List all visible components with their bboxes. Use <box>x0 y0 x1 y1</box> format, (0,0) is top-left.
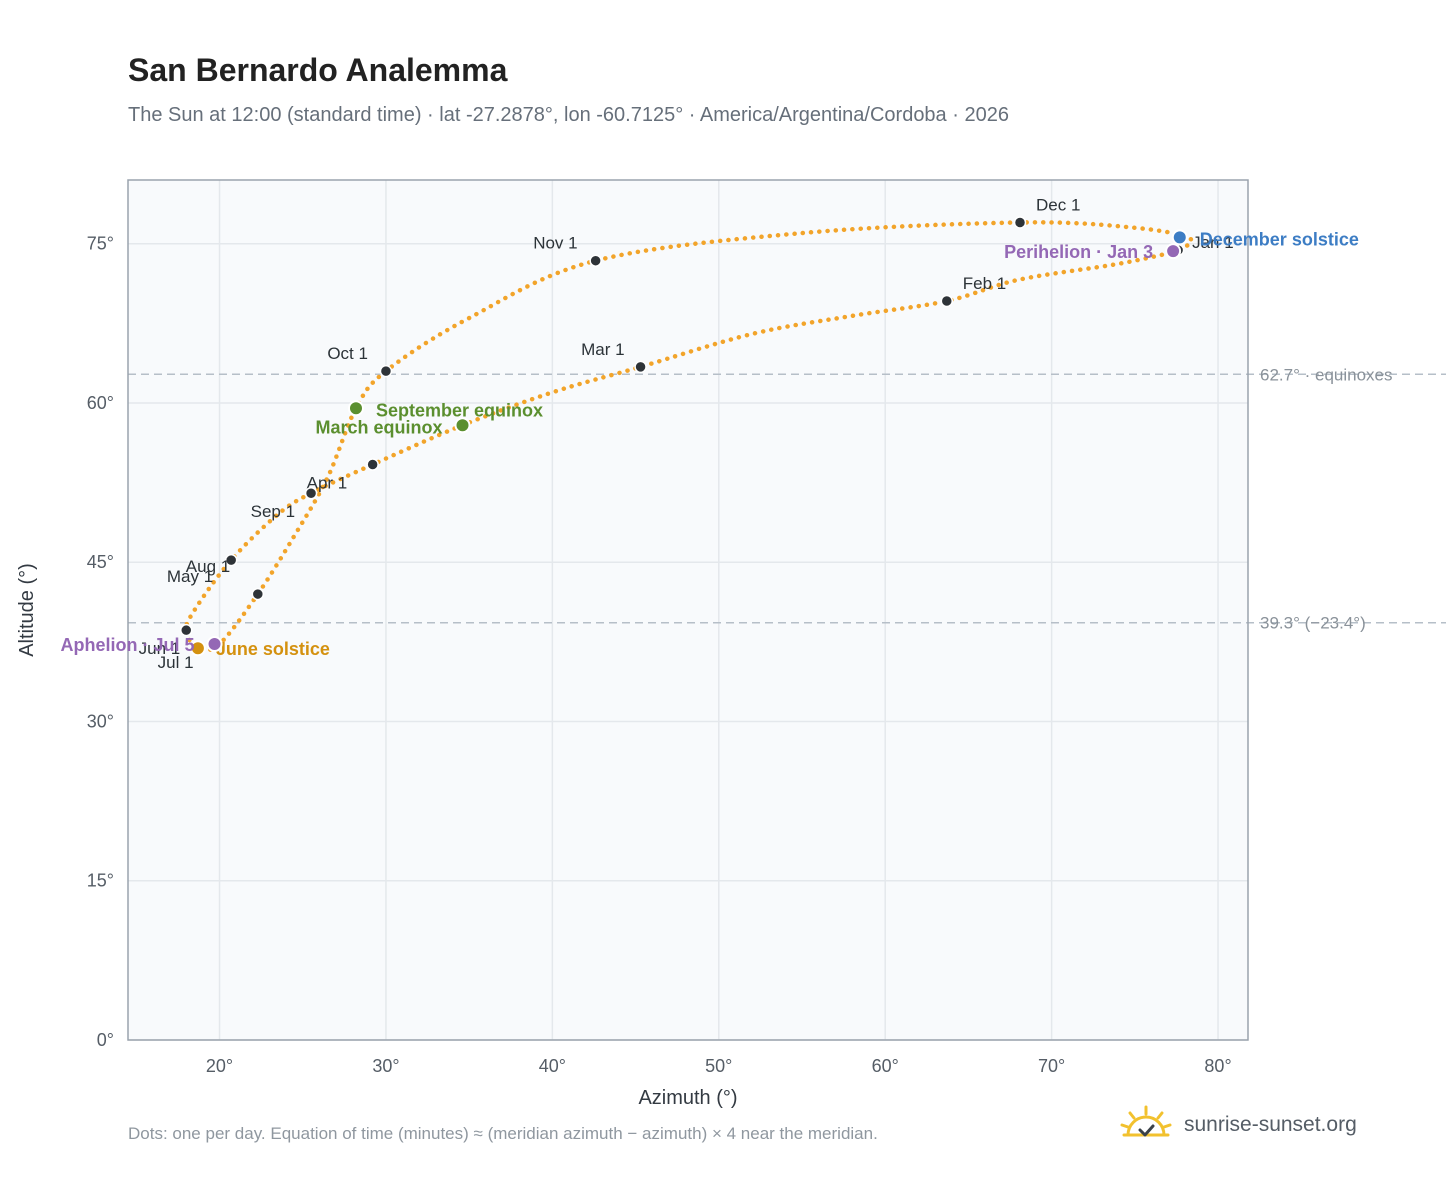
y-tick-label: 0° <box>97 1030 114 1050</box>
month-label: Oct 1 <box>327 344 368 363</box>
month-marker <box>304 486 318 500</box>
analemma-path <box>183 220 1194 653</box>
plot-area <box>128 180 1248 1040</box>
y-tick-label: 15° <box>87 871 114 891</box>
reference-line-label: 62.7° · equinoxes <box>1260 365 1393 384</box>
chart-title: San Bernardo Analemma <box>128 52 508 88</box>
chart-footnote: Dots: one per day. Equation of time (min… <box>128 1124 878 1143</box>
chart-subtitle: The Sun at 12:00 (standard time) · lat -… <box>128 104 1009 126</box>
month-marker <box>634 360 647 374</box>
month-label: Jul 1 <box>158 653 194 672</box>
event-marker <box>1171 229 1188 246</box>
y-tick-label: 30° <box>87 711 114 731</box>
sun-logo-icon <box>1120 1105 1172 1137</box>
x-tick-label: 20° <box>206 1056 233 1076</box>
y-tick-label: 45° <box>87 552 114 572</box>
y-tick-label: 60° <box>87 393 114 413</box>
month-label: Jan 1 <box>1192 233 1234 252</box>
month-marker <box>224 553 238 567</box>
month-marker <box>589 254 602 267</box>
brand[interactable]: sunrise-sunset.org <box>1120 1100 1357 1150</box>
month-label: Sep 1 <box>251 502 295 521</box>
x-tick-label: 40° <box>539 1056 566 1076</box>
x-tick-label: 70° <box>1038 1056 1065 1076</box>
month-marker <box>251 587 265 601</box>
event-label: Perihelion · Jan 3 <box>1004 242 1153 262</box>
x-tick-label: 50° <box>705 1056 732 1076</box>
event-label: March equinox <box>315 417 442 437</box>
month-label: Nov 1 <box>533 234 577 253</box>
month-label: Aug 1 <box>186 557 230 576</box>
month-marker <box>1013 216 1027 229</box>
month-label: Dec 1 <box>1036 195 1080 214</box>
month-label: Apr 1 <box>307 474 348 493</box>
month-marker <box>379 364 393 378</box>
event-marker <box>206 635 223 652</box>
month-label: Feb 1 <box>963 274 1006 293</box>
x-tick-label: 80° <box>1204 1056 1231 1076</box>
event-label: December solstice <box>1200 229 1359 249</box>
y-axis-label: Altitude (°) <box>16 563 38 657</box>
reference-line-label: 39.3° (−23.4°) <box>1260 614 1366 633</box>
event-marker <box>1165 243 1182 260</box>
plot-frame <box>127 179 1249 1041</box>
event-marker <box>454 417 471 434</box>
y-tick-label: 75° <box>87 234 114 254</box>
month-label: May 1 <box>167 567 213 586</box>
event-marker <box>189 640 206 657</box>
x-axis-label: Azimuth (°) <box>638 1087 737 1109</box>
month-label: Mar 1 <box>581 340 624 359</box>
x-tick-label: 60° <box>872 1056 899 1076</box>
event-label: June solstice <box>216 639 330 659</box>
event-label: Aphelion · Jul 5 <box>61 635 195 655</box>
month-marker <box>940 294 954 308</box>
month-marker <box>366 458 379 471</box>
month-marker <box>179 623 193 637</box>
month-label: Jun 1 <box>139 639 181 658</box>
x-tick-label: 30° <box>372 1056 399 1076</box>
event-label: September equinox <box>376 400 543 420</box>
event-marker <box>347 400 364 417</box>
brand-name: sunrise-sunset.org <box>1184 1113 1357 1136</box>
